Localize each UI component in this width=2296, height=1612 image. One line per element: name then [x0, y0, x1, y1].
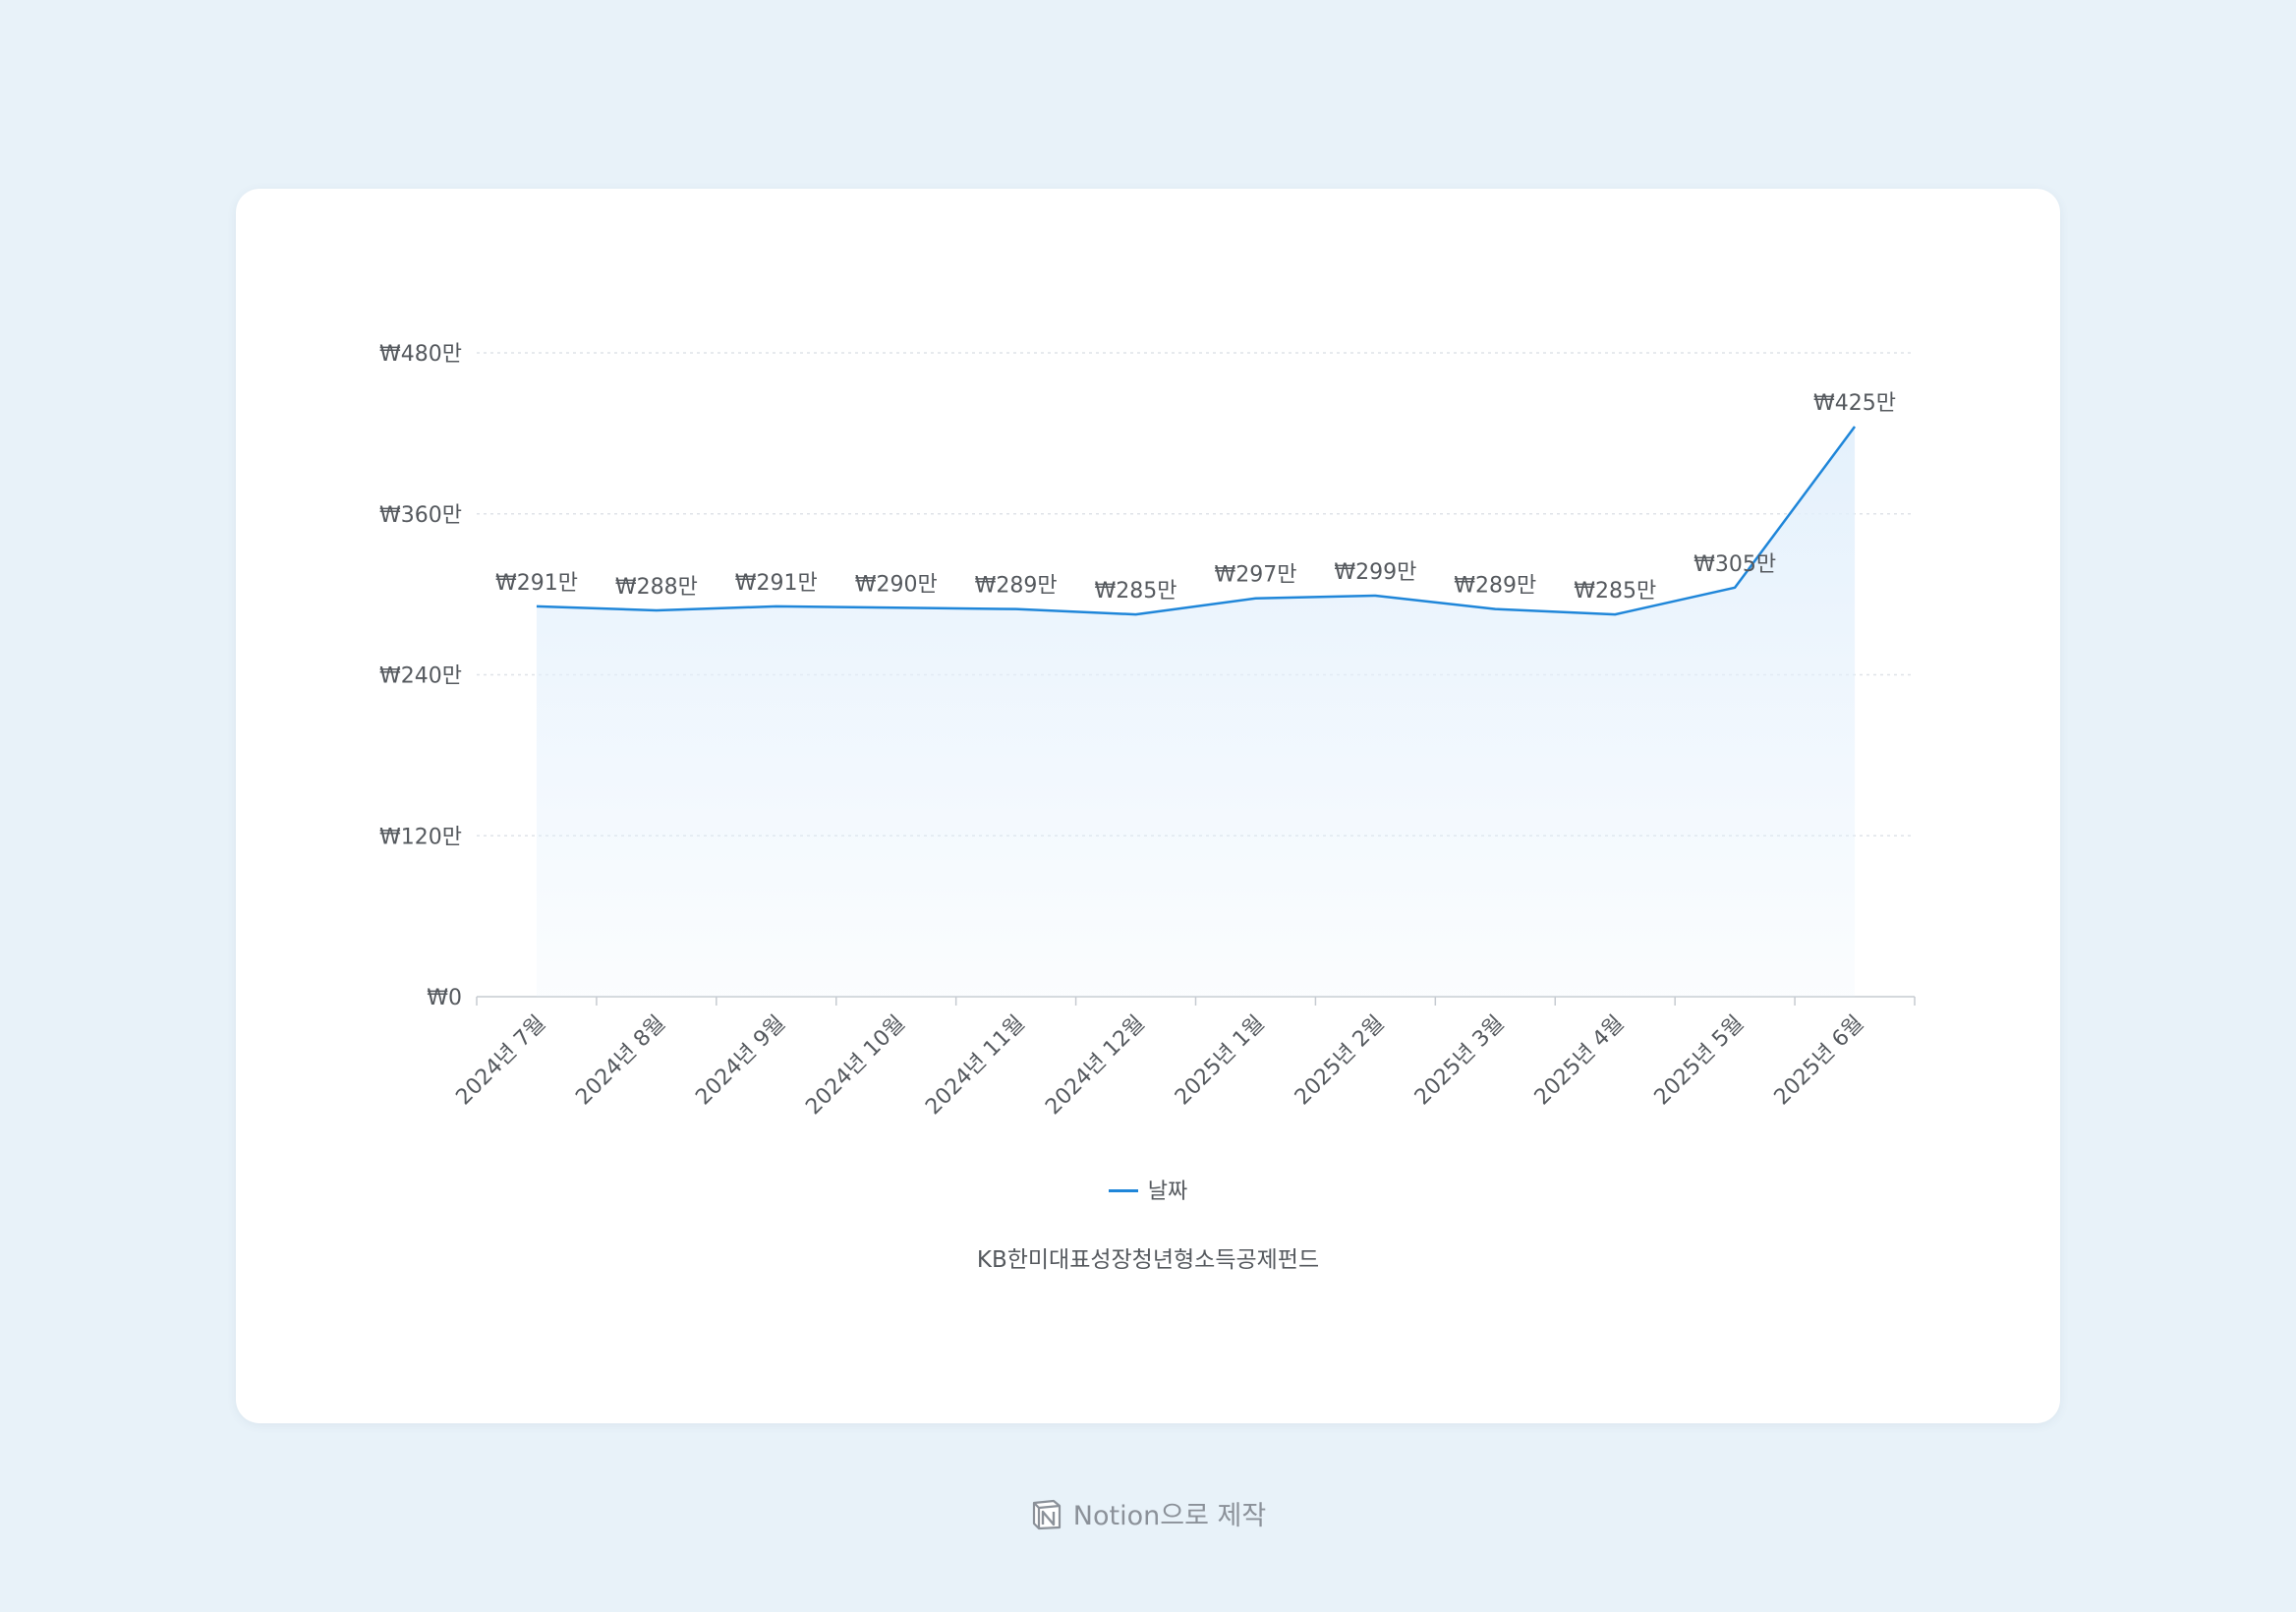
data-label: ₩289만: [975, 574, 1058, 599]
x-tick-label: 2025년 5월: [1650, 1011, 1750, 1111]
y-tick-label: ₩360만: [379, 503, 462, 528]
x-tick-label: 2024년 8월: [571, 1011, 670, 1111]
legend-label: 날짜: [1147, 1180, 1188, 1204]
data-point: [1133, 611, 1139, 617]
data-point: [893, 604, 899, 610]
x-tick-label: 2025년 6월: [1770, 1011, 1869, 1111]
x-tick-label: 2024년 10월: [801, 1011, 910, 1121]
data-label: ₩291만: [735, 571, 818, 596]
data-point: [774, 604, 779, 609]
data-point: [1013, 606, 1019, 612]
data-point: [1612, 611, 1618, 617]
x-tick-label: 2025년 2월: [1291, 1011, 1390, 1111]
y-tick-label: ₩120만: [379, 825, 462, 849]
data-point: [654, 607, 660, 613]
data-label: ₩425만: [1813, 391, 1896, 416]
data-point: [1372, 593, 1378, 599]
y-tick-label: ₩240만: [379, 664, 462, 689]
line-chart: ₩0 ₩120만 ₩240만 ₩360만 ₩480만 ₩291만 ₩288만 ₩291만 ₩29…: [379, 342, 1916, 1121]
notion-logo-icon: [1032, 1499, 1061, 1529]
x-tick-label: 2024년 9월: [691, 1011, 790, 1111]
x-tick-label: 2024년 11월: [921, 1011, 1030, 1121]
chart-caption: KB한미대표성장청년형소득공제펀드: [976, 1247, 1320, 1273]
y-tick-label: ₩0: [427, 986, 462, 1010]
data-label: ₩297만: [1214, 563, 1296, 588]
x-tick-label: 2024년 12월: [1041, 1011, 1150, 1121]
legend-line-swatch: [1108, 1188, 1138, 1192]
chart-card: ₩0 ₩120만 ₩240만 ₩360만 ₩480만 ₩291만 ₩288만 ₩291만 ₩29…: [236, 189, 2060, 1423]
data-point: [1852, 424, 1858, 430]
data-point: [1732, 585, 1738, 591]
data-label: ₩285만: [1095, 579, 1177, 604]
x-tick-label: 2025년 1월: [1171, 1011, 1270, 1111]
data-label: ₩290만: [855, 572, 938, 597]
data-point: [1252, 596, 1258, 602]
data-label: ₩289만: [1454, 574, 1536, 599]
series-line: [536, 426, 1857, 616]
data-label: ₩305만: [1693, 552, 1776, 577]
chart-legend[interactable]: 날짜: [236, 1174, 2060, 1205]
data-label: ₩299만: [1334, 560, 1416, 585]
data-label: ₩285만: [1574, 579, 1656, 604]
x-tick-label: 2025년 4월: [1530, 1011, 1630, 1111]
series-area: [536, 427, 1856, 997]
y-tick-label: ₩480만: [379, 342, 462, 367]
x-tick-label: 2024년 7월: [451, 1011, 550, 1111]
data-point: [534, 604, 540, 609]
made-with-notion-footer[interactable]: Notion으로 제작: [0, 1494, 2296, 1534]
footer-text: Notion으로 제작: [1072, 1501, 1267, 1531]
x-tick-label: 2025년 3월: [1410, 1011, 1510, 1111]
data-label: ₩288만: [615, 575, 698, 600]
data-label: ₩291만: [495, 571, 578, 596]
data-point: [1492, 606, 1498, 612]
